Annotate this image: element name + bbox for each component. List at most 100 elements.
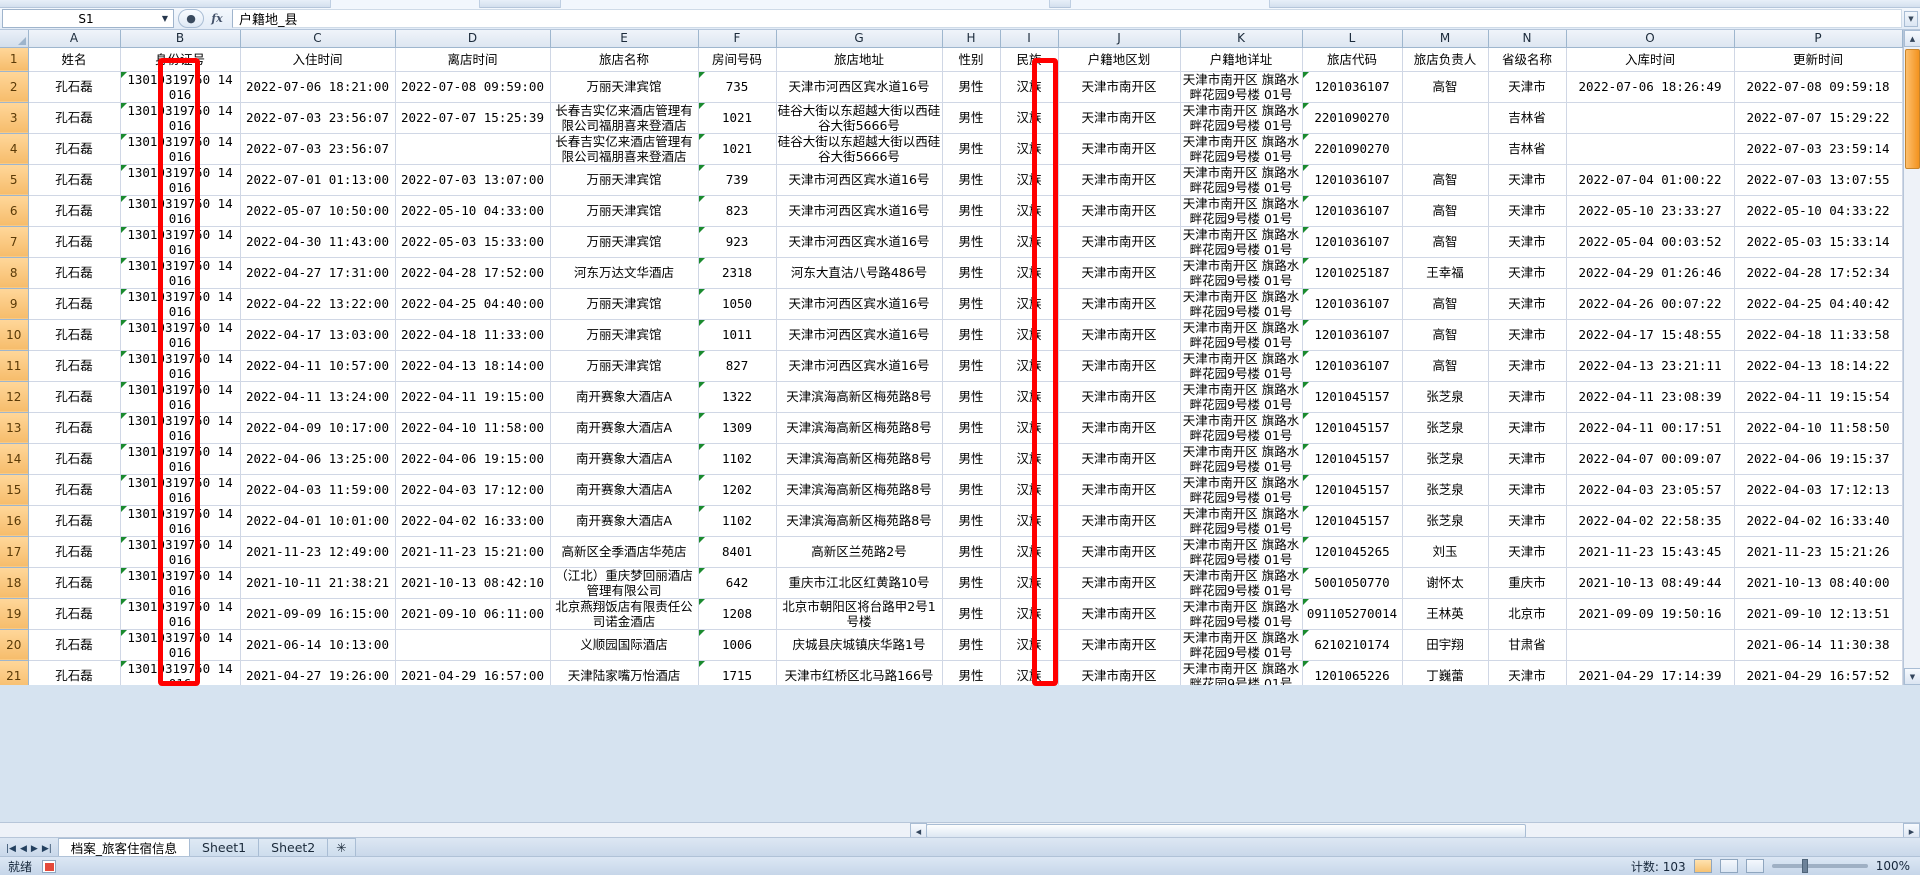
- cell-c17[interactable]: 2021-11-23 12:49:00: [240, 536, 396, 568]
- row-header-2[interactable]: 2: [0, 71, 29, 103]
- cell-f14[interactable]: 1102: [698, 443, 777, 475]
- cell-p5[interactable]: 2022-07-03 13:07:55: [1734, 164, 1903, 196]
- cell-o13[interactable]: 2022-04-11 00:17:51: [1566, 412, 1735, 444]
- cell-m19[interactable]: 王林英: [1402, 598, 1489, 630]
- cell-k3[interactable]: 天津市南开区 旗路水畔花园9号楼 01号: [1180, 102, 1303, 134]
- cell-e3[interactable]: 长春吉实亿来酒店管理有限公司福朋喜来登酒店: [550, 102, 699, 134]
- cell-f12[interactable]: 1322: [698, 381, 777, 413]
- column-header-p[interactable]: P: [1734, 30, 1903, 48]
- column-header-a[interactable]: A: [28, 30, 121, 48]
- cell-k17[interactable]: 天津市南开区 旗路水畔花园9号楼 01号: [1180, 536, 1303, 568]
- table-row[interactable]: 13 孔石磊 13010319750 14 016 2022-04-09 10:17:…: [0, 412, 1903, 444]
- cell-j2[interactable]: 天津市南开区: [1058, 71, 1181, 103]
- row-header-14[interactable]: 14: [0, 443, 29, 475]
- cell-m4[interactable]: [1402, 133, 1489, 165]
- cell-p20[interactable]: 2021-06-14 11:30:38: [1734, 629, 1903, 661]
- cell-c13[interactable]: 2022-04-09 10:17:00: [240, 412, 396, 444]
- cell-j20[interactable]: 天津市南开区: [1058, 629, 1181, 661]
- cell-m6[interactable]: 高智: [1402, 195, 1489, 227]
- cell-o20[interactable]: [1566, 629, 1735, 661]
- cell-n18[interactable]: 重庆市: [1488, 567, 1567, 599]
- cell-o3[interactable]: [1566, 102, 1735, 134]
- cell-i19[interactable]: 汉族: [1000, 598, 1059, 630]
- table-row[interactable]: 3 孔石磊 13010319750 14 016 2022-07-03 23:56:0…: [0, 102, 1903, 134]
- row-header-4[interactable]: 4: [0, 133, 29, 165]
- cell-h16[interactable]: 男性: [942, 505, 1001, 537]
- cell-c8[interactable]: 2022-04-27 17:31:00: [240, 257, 396, 289]
- cell-h5[interactable]: 男性: [942, 164, 1001, 196]
- cell-p8[interactable]: 2022-04-28 17:52:34: [1734, 257, 1903, 289]
- cell-c5[interactable]: 2022-07-01 01:13:00: [240, 164, 396, 196]
- cell-i14[interactable]: 汉族: [1000, 443, 1059, 475]
- column-header-e[interactable]: E: [550, 30, 699, 48]
- cell-f6[interactable]: 823: [698, 195, 777, 227]
- cell-e18[interactable]: （江北）重庆梦回丽酒店管理有限公司: [550, 567, 699, 599]
- chevron-down-icon[interactable]: ▼: [161, 14, 169, 23]
- cell-o8[interactable]: 2022-04-29 01:26:46: [1566, 257, 1735, 289]
- cell-p14[interactable]: 2022-04-06 19:15:37: [1734, 443, 1903, 475]
- cell-b16[interactable]: 13010319750 14 016: [120, 505, 241, 537]
- cell-p17[interactable]: 2021-11-23 15:21:26: [1734, 536, 1903, 568]
- row-header-5[interactable]: 5: [0, 164, 29, 196]
- table-row[interactable]: 19 孔石磊 13010319750 14 016 2021-09-09 16:15:…: [0, 598, 1903, 630]
- column-title-d[interactable]: 离店时间: [395, 47, 551, 72]
- page-layout-view-icon[interactable]: [1719, 859, 1738, 873]
- cell-g9[interactable]: 天津市河西区宾水道16号: [776, 288, 943, 320]
- cell-j13[interactable]: 天津市南开区: [1058, 412, 1181, 444]
- cell-h19[interactable]: 男性: [942, 598, 1001, 630]
- table-row[interactable]: 20 孔石磊 13010319750 14 016 2021-06-14 10:13:…: [0, 629, 1903, 661]
- formula-input[interactable]: 户籍地_县: [232, 9, 1902, 28]
- cell-h20[interactable]: 男性: [942, 629, 1001, 661]
- column-header-d[interactable]: D: [395, 30, 551, 48]
- cell-h6[interactable]: 男性: [942, 195, 1001, 227]
- page-break-view-icon[interactable]: [1745, 859, 1764, 873]
- cell-c19[interactable]: 2021-09-09 16:15:00: [240, 598, 396, 630]
- cell-b3[interactable]: 13010319750 14 016: [120, 102, 241, 134]
- cell-j17[interactable]: 天津市南开区: [1058, 536, 1181, 568]
- cell-f13[interactable]: 1309: [698, 412, 777, 444]
- cell-j10[interactable]: 天津市南开区: [1058, 319, 1181, 351]
- cell-b21[interactable]: 13010319750 14 016: [120, 660, 241, 685]
- row-header-1[interactable]: 1: [0, 47, 29, 72]
- column-header-m[interactable]: M: [1402, 30, 1489, 48]
- cell-l4[interactable]: 2201090270: [1302, 133, 1403, 165]
- cell-m5[interactable]: 高智: [1402, 164, 1489, 196]
- cell-i4[interactable]: 汉族: [1000, 133, 1059, 165]
- cell-h10[interactable]: 男性: [942, 319, 1001, 351]
- cell-n15[interactable]: 天津市: [1488, 474, 1567, 506]
- cell-e17[interactable]: 高新区全季酒店华苑店: [550, 536, 699, 568]
- cell-p13[interactable]: 2022-04-10 11:58:50: [1734, 412, 1903, 444]
- cell-g16[interactable]: 天津滨海高新区梅苑路8号: [776, 505, 943, 537]
- cell-g8[interactable]: 河东大直沽八号路486号: [776, 257, 943, 289]
- cell-j6[interactable]: 天津市南开区: [1058, 195, 1181, 227]
- table-row[interactable]: 10 孔石磊 13010319750 14 016 2022-04-17 13:03:…: [0, 319, 1903, 351]
- cell-m11[interactable]: 高智: [1402, 350, 1489, 382]
- column-title-m[interactable]: 旅店负责人: [1402, 47, 1489, 72]
- cell-e10[interactable]: 万丽天津宾馆: [550, 319, 699, 351]
- cell-g12[interactable]: 天津滨海高新区梅苑路8号: [776, 381, 943, 413]
- column-title-g[interactable]: 旅店地址: [776, 47, 943, 72]
- row-header-8[interactable]: 8: [0, 257, 29, 289]
- cell-o11[interactable]: 2022-04-13 23:21:11: [1566, 350, 1735, 382]
- cell-n4[interactable]: 吉林省: [1488, 133, 1567, 165]
- cell-o15[interactable]: 2022-04-03 23:05:57: [1566, 474, 1735, 506]
- cell-e8[interactable]: 河东万达文华酒店: [550, 257, 699, 289]
- cell-l14[interactable]: 1201045157: [1302, 443, 1403, 475]
- cell-e9[interactable]: 万丽天津宾馆: [550, 288, 699, 320]
- cell-p4[interactable]: 2022-07-03 23:59:14: [1734, 133, 1903, 165]
- cell-f18[interactable]: 642: [698, 567, 777, 599]
- cell-h9[interactable]: 男性: [942, 288, 1001, 320]
- row-header-13[interactable]: 13: [0, 412, 29, 444]
- column-title-k[interactable]: 户籍地详址: [1180, 47, 1303, 72]
- cell-c2[interactable]: 2022-07-06 18:21:00: [240, 71, 396, 103]
- cell-a14[interactable]: 孔石磊: [28, 443, 121, 475]
- vertical-scrollbar[interactable]: ▲ ▼: [1903, 30, 1920, 685]
- cell-g5[interactable]: 天津市河西区宾水道16号: [776, 164, 943, 196]
- cell-f7[interactable]: 923: [698, 226, 777, 258]
- cell-i7[interactable]: 汉族: [1000, 226, 1059, 258]
- cell-a13[interactable]: 孔石磊: [28, 412, 121, 444]
- normal-view-icon[interactable]: [1693, 859, 1712, 873]
- cell-a2[interactable]: 孔石磊: [28, 71, 121, 103]
- cell-p7[interactable]: 2022-05-03 15:33:14: [1734, 226, 1903, 258]
- zoom-slider[interactable]: [1771, 859, 1868, 873]
